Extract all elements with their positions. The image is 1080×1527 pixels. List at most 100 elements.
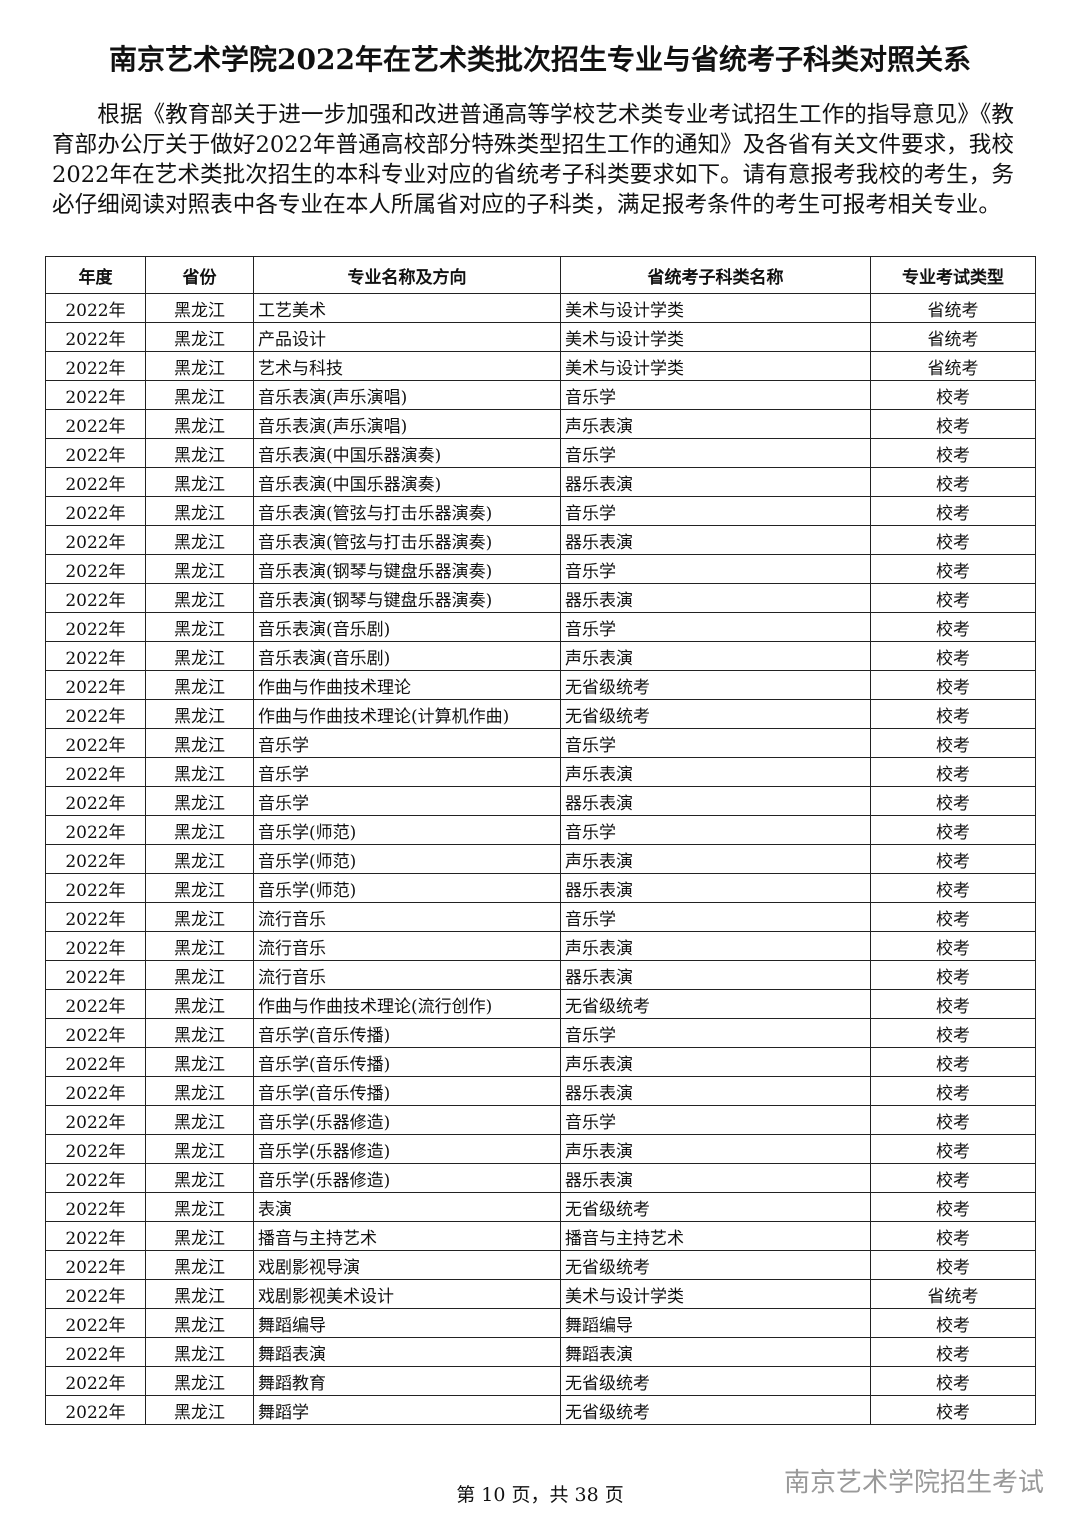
cell: 校考: [870, 496, 1036, 526]
cell: 校考: [870, 554, 1036, 584]
cell: 校考: [870, 1163, 1036, 1193]
row: 2022年 黑龙江 舞蹈表演 舞蹈表演 校考: [45, 1337, 1036, 1367]
cell: 校考: [870, 1395, 1036, 1425]
cell: 音乐学(音乐传播): [253, 1076, 561, 1106]
cell: 2022年: [45, 380, 146, 410]
cell: 黑龙江: [145, 1366, 254, 1396]
cell: 音乐学(乐器修造): [253, 1134, 561, 1164]
watermark: 南京艺术学院招生考试: [783, 1468, 1044, 1498]
cell: 作曲与作曲技术理论(计算机作曲): [253, 699, 561, 729]
cell: 黑龙江: [145, 1337, 254, 1367]
cell: 2022年: [45, 409, 146, 439]
cell: 黑龙江: [145, 1018, 254, 1048]
cell: 无省级统考: [560, 670, 871, 700]
cell: 校考: [870, 786, 1036, 816]
cell: 校考: [870, 757, 1036, 787]
cell: 2022年: [45, 757, 146, 787]
cell: 校考: [870, 902, 1036, 932]
cell: 音乐学: [560, 496, 871, 526]
row: 2022年 黑龙江 音乐学(师范) 器乐表演 校考: [45, 873, 1036, 903]
cell: 黑龙江: [145, 1221, 254, 1251]
cell: 2022年: [45, 844, 146, 874]
cell: 音乐学(师范): [253, 873, 561, 903]
cell: 声乐表演: [560, 931, 871, 961]
cell: 2022年: [45, 1395, 146, 1425]
header-row: 年度 省份 专业名称及方向 省统考子科类名称 专业考试类型: [45, 256, 1036, 294]
intro: 根据《教育部关于进一步加强和改进普通高等学校艺术类专业考试招生工作的指导意见》《…: [52, 102, 1014, 218]
cell: 无省级统考: [560, 1250, 871, 1280]
cell: 黑龙江: [145, 1163, 254, 1193]
cell: 播音与主持艺术: [253, 1221, 561, 1251]
cell: 音乐学: [560, 438, 871, 468]
cell: 黑龙江: [145, 496, 254, 526]
row: 2022年 黑龙江 音乐表演(声乐演唱) 声乐表演 校考: [45, 409, 1036, 439]
cell: 2022年: [45, 525, 146, 555]
cell: 流行音乐: [253, 931, 561, 961]
row: 2022年 黑龙江 表演 无省级统考 校考: [45, 1192, 1036, 1222]
cell: 2022年: [45, 1018, 146, 1048]
cell: 黑龙江: [145, 1192, 254, 1222]
cell: 作曲与作曲技术理论: [253, 670, 561, 700]
table: 年度 省份 专业名称及方向 省统考子科类名称 专业考试类型 2022年 黑龙江 工艺美术 美术…: [45, 256, 1036, 1425]
cell: 艺术与科技: [253, 351, 561, 381]
cell: 校考: [870, 409, 1036, 439]
header-cell: 专业名称及方向: [253, 256, 561, 294]
cell: 产品设计: [253, 322, 561, 352]
cell: 2022年: [45, 438, 146, 468]
cell: 舞蹈学: [253, 1395, 561, 1425]
row: 2022年 黑龙江 流行音乐 音乐学 校考: [45, 902, 1036, 932]
cell: 校考: [870, 438, 1036, 468]
cell: 黑龙江: [145, 960, 254, 990]
cell: 黑龙江: [145, 670, 254, 700]
row: 2022年 黑龙江 工艺美术 美术与设计学类 省统考: [45, 293, 1036, 323]
cell: 2022年: [45, 554, 146, 584]
cell: 黑龙江: [145, 989, 254, 1019]
cell: 校考: [870, 844, 1036, 874]
cell: 校考: [870, 467, 1036, 497]
row: 2022年 黑龙江 音乐学(乐器修造) 声乐表演 校考: [45, 1134, 1036, 1164]
cell: 黑龙江: [145, 409, 254, 439]
cell: 声乐表演: [560, 409, 871, 439]
cell: 校考: [870, 873, 1036, 903]
cell: 2022年: [45, 1076, 146, 1106]
cell: 黑龙江: [145, 931, 254, 961]
cell: 2022年: [45, 1250, 146, 1280]
cell: 音乐学(师范): [253, 844, 561, 874]
cell: 音乐表演(声乐演唱): [253, 380, 561, 410]
cell: 美术与设计学类: [560, 322, 871, 352]
cell: 校考: [870, 670, 1036, 700]
cell: 戏剧影视美术设计: [253, 1279, 561, 1309]
cell: 校考: [870, 583, 1036, 613]
cell: 黑龙江: [145, 525, 254, 555]
cell: 音乐学(音乐传播): [253, 1047, 561, 1077]
cell: 2022年: [45, 1163, 146, 1193]
cell: 2022年: [45, 902, 146, 932]
cell: 音乐表演(音乐剧): [253, 612, 561, 642]
cell: 2022年: [45, 293, 146, 323]
cell: 校考: [870, 1250, 1036, 1280]
cell: 校考: [870, 1134, 1036, 1164]
cell: 2022年: [45, 322, 146, 352]
cell: 舞蹈表演: [560, 1337, 871, 1367]
cell: 2022年: [45, 467, 146, 497]
cell: 无省级统考: [560, 1366, 871, 1396]
cell: 器乐表演: [560, 1076, 871, 1106]
row: 2022年 黑龙江 作曲与作曲技术理论(流行创作) 无省级统考 校考: [45, 989, 1036, 1019]
cell: 声乐表演: [560, 844, 871, 874]
cell: 2022年: [45, 960, 146, 990]
cell: 2022年: [45, 786, 146, 816]
cell: 黑龙江: [145, 554, 254, 584]
row: 2022年 黑龙江 音乐表演(中国乐器演奏) 器乐表演 校考: [45, 467, 1036, 497]
cell: 声乐表演: [560, 1047, 871, 1077]
row: 2022年 黑龙江 音乐表演(音乐剧) 音乐学 校考: [45, 612, 1036, 642]
cell: 黑龙江: [145, 1395, 254, 1425]
cell: 黑龙江: [145, 1279, 254, 1309]
row: 2022年 黑龙江 音乐表演(中国乐器演奏) 音乐学 校考: [45, 438, 1036, 468]
cell: 校考: [870, 1105, 1036, 1135]
cell: 2022年: [45, 873, 146, 903]
cell: 2022年: [45, 931, 146, 961]
cell: 音乐学: [560, 380, 871, 410]
cell: 音乐学: [560, 1105, 871, 1135]
cell: 舞蹈表演: [253, 1337, 561, 1367]
cell: 音乐表演(钢琴与键盘乐器演奏): [253, 554, 561, 584]
